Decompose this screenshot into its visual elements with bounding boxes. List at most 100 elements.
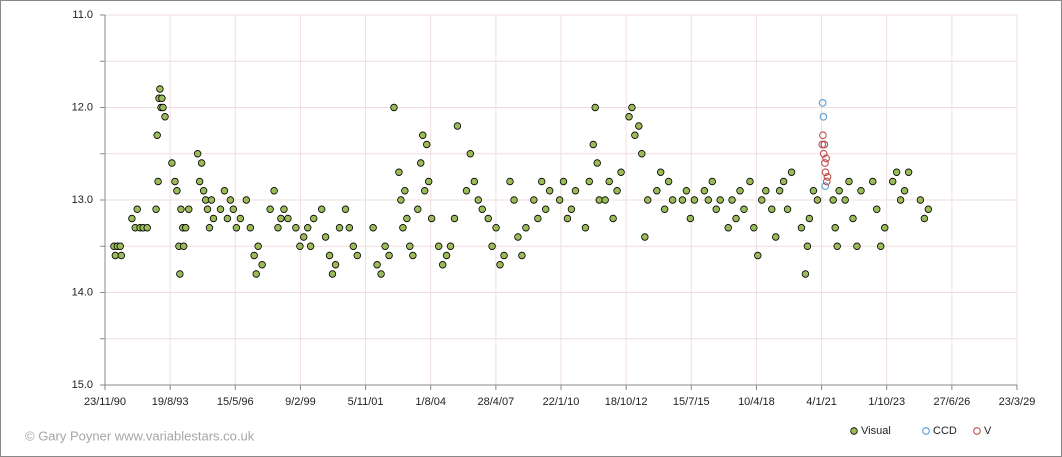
data-point (783, 205, 792, 213)
data-point (401, 187, 409, 195)
data-point (406, 242, 414, 250)
data-point (193, 150, 202, 158)
data-point (434, 242, 443, 250)
data-point (484, 214, 492, 223)
data-point (373, 261, 381, 269)
data-point (424, 177, 433, 186)
data-point (609, 214, 617, 223)
data-point (179, 242, 188, 250)
data-point (403, 214, 411, 223)
data-point (877, 242, 885, 250)
data-point (831, 224, 839, 232)
data-point (514, 233, 522, 241)
data-point (116, 242, 124, 250)
data-point (690, 196, 699, 204)
data-point (559, 177, 568, 186)
y-tick-label: 15.0 (72, 379, 93, 391)
data-point (822, 154, 830, 163)
data-point (156, 85, 164, 93)
data-point (510, 196, 518, 204)
data-point (417, 159, 425, 167)
data-point (442, 251, 451, 260)
data-point (635, 122, 643, 130)
data-point (492, 224, 500, 232)
x-tick-label: 27/6/26 (934, 396, 971, 408)
data-point (818, 99, 827, 107)
data-point (613, 187, 621, 195)
data-point (292, 224, 300, 232)
data-point (835, 187, 843, 195)
data-point (522, 224, 530, 232)
data-point (801, 270, 810, 278)
data-point (896, 196, 905, 204)
data-point (822, 177, 831, 186)
data-point (462, 187, 471, 195)
data-point (236, 214, 245, 223)
data-point (161, 113, 169, 121)
x-tick-label: 15/7/15 (673, 396, 710, 408)
data-point (154, 177, 162, 186)
data-point (223, 214, 232, 223)
x-tick-label: 19/8/93 (152, 396, 189, 408)
data-point (328, 270, 337, 278)
data-point (423, 140, 431, 149)
data-point (712, 205, 720, 213)
data-point (421, 187, 429, 195)
data-point (158, 94, 166, 102)
data-point (496, 261, 504, 269)
data-point (591, 103, 599, 112)
data-point (399, 224, 407, 232)
data-point (775, 187, 784, 195)
data-point (920, 214, 929, 223)
data-point (724, 224, 732, 232)
data-point (176, 270, 184, 278)
data-point (841, 196, 849, 204)
data-point (450, 214, 459, 223)
data-point (128, 214, 136, 223)
data-point (168, 159, 176, 167)
data-point (631, 131, 639, 139)
data-point (534, 214, 542, 223)
data-point (787, 168, 796, 176)
data-point (427, 214, 436, 223)
data-point (117, 251, 126, 260)
data-point (819, 112, 828, 121)
data-point (845, 177, 853, 186)
data-point (628, 103, 636, 112)
data-point (220, 187, 229, 195)
data-point (732, 214, 740, 223)
data-point (700, 187, 709, 195)
data-point (530, 196, 538, 204)
x-tick-label: 15/5/96 (217, 396, 254, 408)
data-point (833, 242, 841, 250)
data-point (740, 205, 748, 213)
data-point (143, 224, 151, 232)
data-point (809, 187, 818, 195)
data-point (821, 159, 829, 167)
data-point (209, 214, 218, 223)
data-point (708, 177, 716, 186)
data-point (414, 205, 422, 213)
data-point (853, 242, 861, 250)
data-point (304, 224, 312, 232)
data-point (250, 251, 258, 260)
data-point (857, 187, 865, 195)
data-point (280, 205, 288, 213)
data-point (593, 159, 601, 167)
legend-marker (922, 427, 930, 435)
data-point (772, 233, 780, 241)
data-point (185, 205, 193, 213)
data-point (500, 251, 508, 260)
data-point (466, 150, 475, 158)
data-point (277, 214, 285, 223)
data-point (805, 214, 814, 223)
data-point (889, 177, 897, 186)
data-point (518, 251, 526, 260)
y-tick-label: 14.0 (72, 286, 93, 298)
data-point (349, 242, 358, 250)
data-point (668, 196, 677, 204)
data-point (453, 122, 462, 130)
data-point (797, 224, 806, 232)
